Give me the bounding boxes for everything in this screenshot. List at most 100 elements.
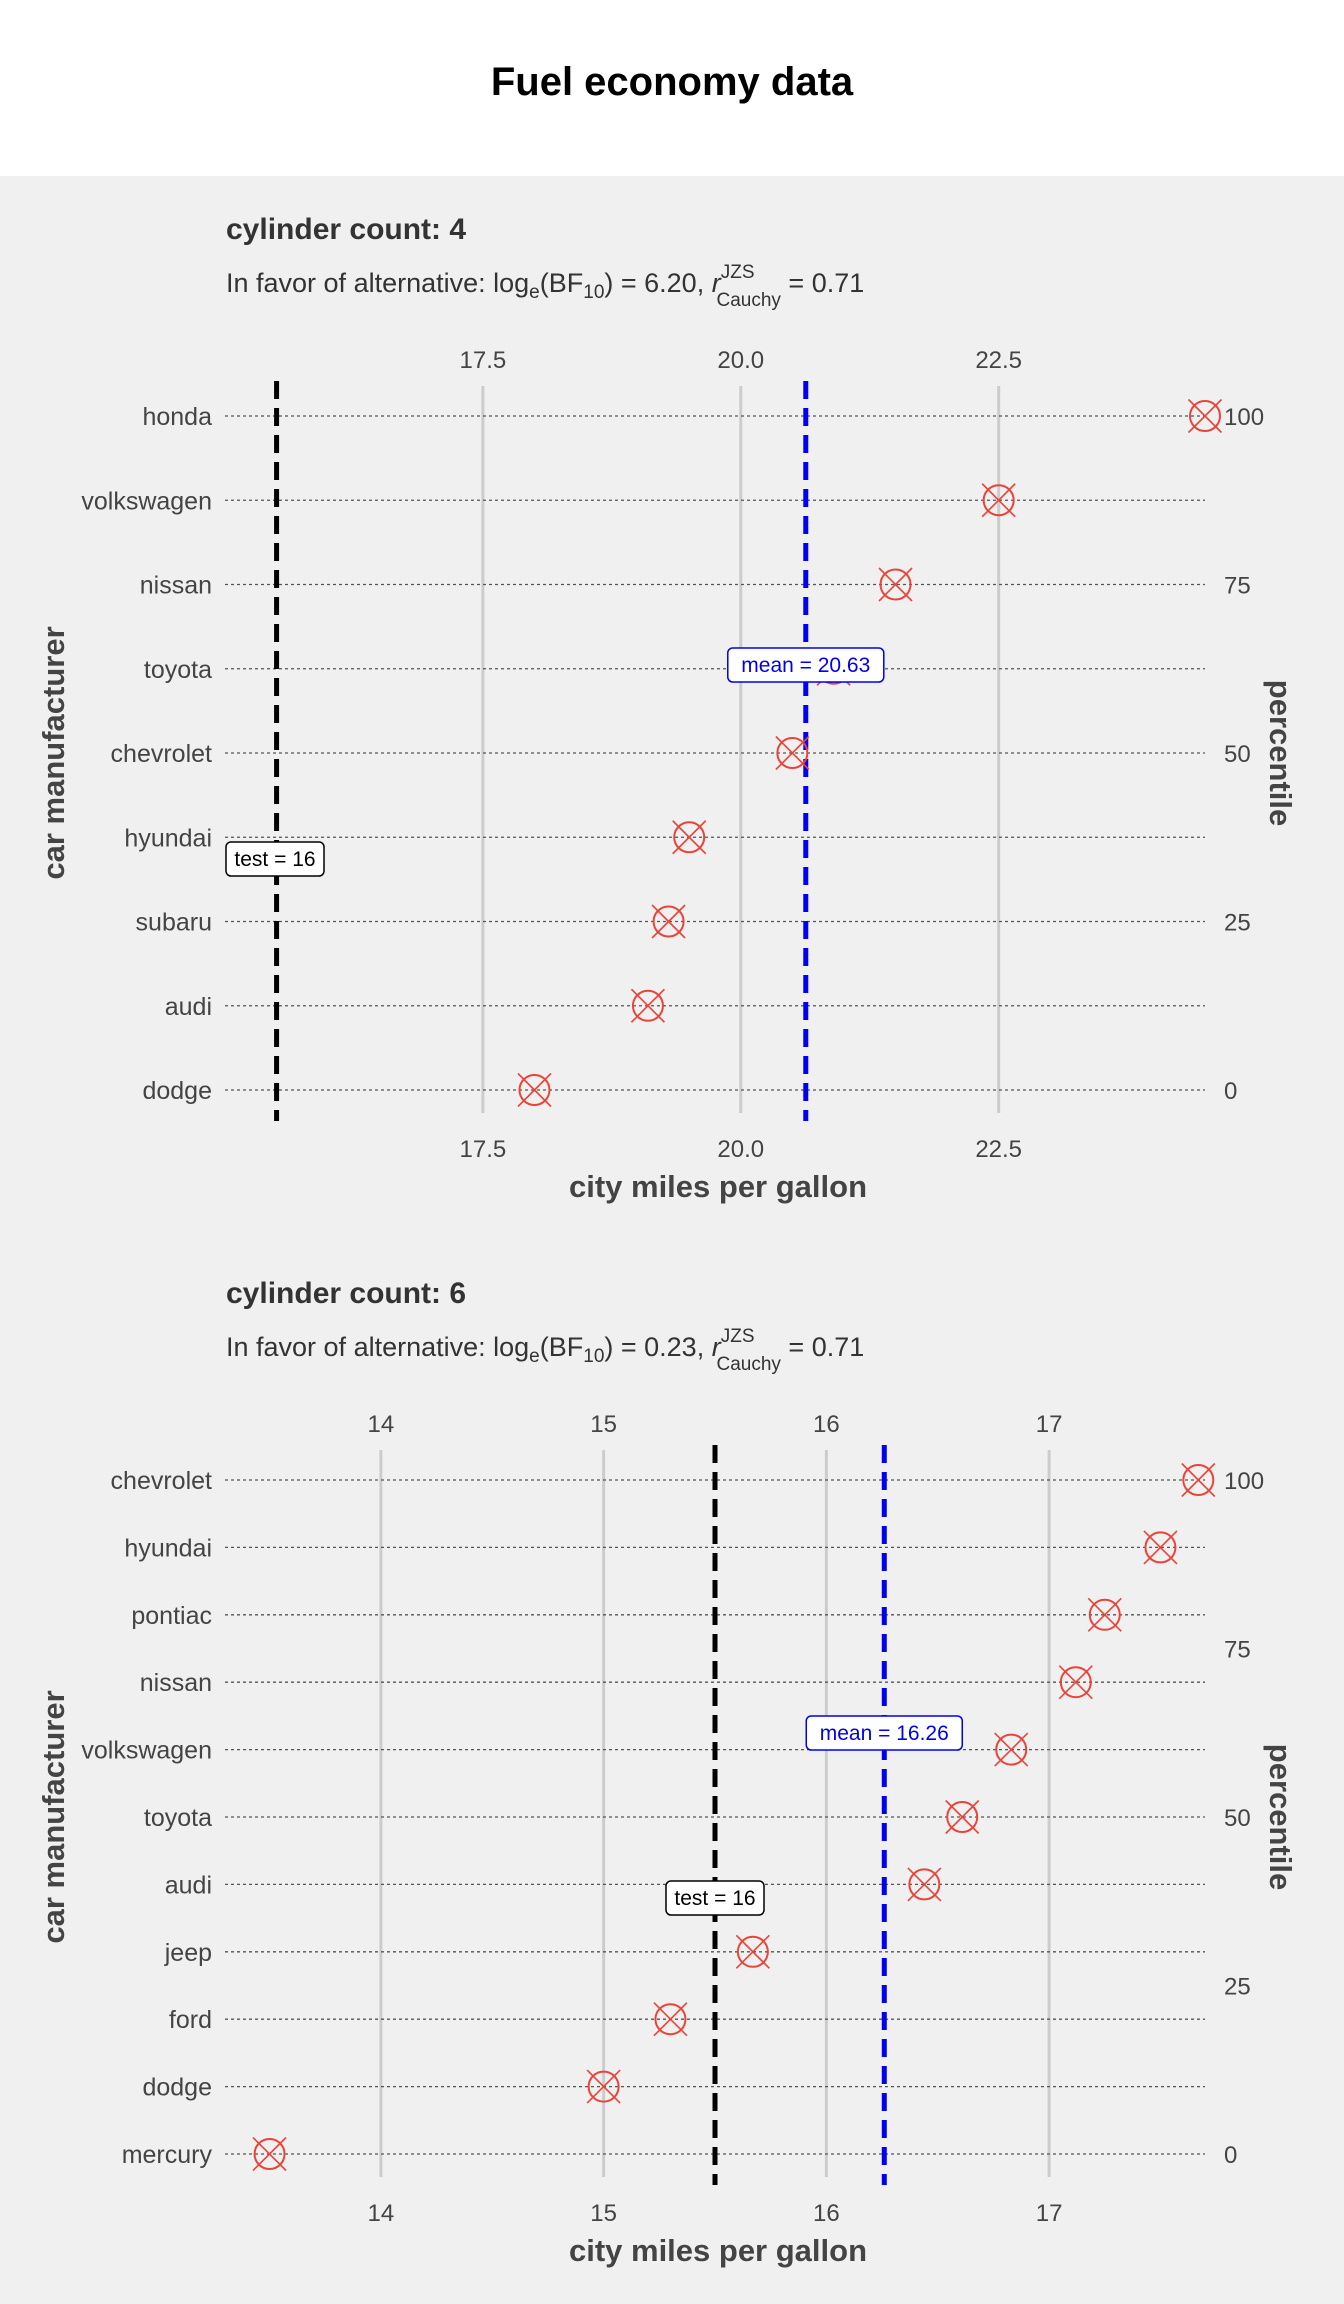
point-cross [672,820,707,855]
x-tick-label-top: 22.5 [975,347,1022,374]
point-cross [252,2136,287,2172]
test-label: test = 16 [665,1880,765,1916]
category-label: honda [142,403,212,431]
percentile-tick-label: 100 [1224,404,1264,431]
category-label: audi [165,993,212,1021]
data-point [945,1799,980,1835]
category-label: chevrolet [111,1467,212,1495]
point-circle [908,1868,941,1901]
point-cross [878,567,913,602]
x-tick-label-top: 20.0 [717,347,764,374]
category-label: dodge [142,2074,212,2102]
point-cross [517,1072,552,1108]
x-axis-title: city miles per gallon [569,2233,867,2268]
point-circle [631,989,664,1022]
point-circle [1182,1464,1215,1496]
point-cross [775,735,810,771]
y-axis-title-right: percentile [1263,1744,1298,1890]
percentile-tick-label: 25 [1224,910,1251,937]
data-point [672,820,707,855]
x-tick-label-bottom: 20.0 [717,1136,764,1163]
test-label-text: test = 16 [234,848,315,871]
data-point [994,1732,1029,1767]
point-circle [1144,1531,1177,1564]
point-circle [776,737,809,769]
percentile-tick-label: 0 [1224,2142,1237,2169]
percentile-tick-label: 50 [1224,1805,1251,1832]
point-cross [1187,398,1223,434]
point-cross [1087,1597,1122,1632]
x-tick-label-bottom: 17.5 [460,1136,507,1163]
percentile-tick-label: 25 [1224,1974,1251,2001]
data-point [981,483,1016,518]
point-circle [946,1801,979,1833]
page-title: Fuel economy data [490,60,854,104]
data-point [907,1867,942,1902]
category-label: hyundai [124,824,212,852]
data-point [1143,1530,1178,1565]
y-axis-title: car manufacturer [36,1690,71,1943]
point-cross [735,1934,770,1969]
data-point [517,1072,552,1108]
category-label: nissan [140,1669,212,1697]
point-cross [586,2069,621,2104]
percentile-tick-label: 50 [1224,741,1251,768]
mean-label-box [727,647,885,683]
x-tick-label-bottom: 16 [813,2200,840,2227]
category-label: nissan [140,572,212,600]
panel-subtitle: In favor of alternative: loge(BF10) = 6.… [226,262,864,311]
category-label: dodge [142,1077,212,1105]
percentile-tick-label: 75 [1224,573,1251,600]
x-axis-title: city miles per gallon [569,1169,867,1204]
mean-label-text: mean = 20.63 [741,654,870,677]
point-circle [1088,1598,1121,1631]
panel-title: cylinder count: 6 [226,1277,466,1310]
mean-label-box [805,1715,964,1751]
data-point [1058,1665,1093,1700]
mean-label-text: mean = 16.26 [820,1722,949,1745]
point-circle [652,905,685,938]
data-point [1181,1462,1216,1498]
x-tick-label-bottom: 15 [590,2200,617,2227]
category-label: jeep [164,1939,212,1967]
panel-cylinder-6: cylinder count: 6 In favor of alternative… [0,1240,1344,2304]
x-tick-label-top: 17 [1036,1411,1063,1438]
x-tick-label-top: 17.5 [460,347,507,374]
point-cross [945,1799,980,1835]
point-circle [253,2138,286,2170]
panel-subtitle: In favor of alternative: loge(BF10) = 0.… [226,1326,864,1375]
point-circle [673,821,706,854]
percentile-tick-label: 100 [1224,1468,1264,1495]
point-cross [907,1867,942,1902]
category-label: toyota [144,656,212,684]
category-label: chevrolet [111,740,212,768]
point-cross [651,904,686,939]
data-point [630,988,666,1023]
category-label: ford [169,2006,212,2034]
panel-title: cylinder count: 4 [226,213,466,246]
point-cross [1181,1462,1216,1498]
point-cross [994,1732,1029,1767]
point-circle [587,2070,620,2103]
test-label: test = 16 [225,841,325,877]
category-label: mercury [122,2141,213,2169]
category-label: pontiac [131,1602,212,1630]
data-point [651,904,686,939]
point-circle [995,1733,1028,1766]
percentile-tick-label: 75 [1224,1637,1251,1664]
data-point [252,2136,287,2172]
category-label: subaru [136,909,212,937]
data-point [653,2002,688,2037]
panel-cylinder-4: cylinder count: 4 In favor of alternative… [0,176,1344,1240]
category-label: volkswagen [81,1737,212,1765]
data-point [1187,398,1223,434]
percentile-tick-label: 0 [1224,1078,1237,1105]
point-circle [736,1935,769,1968]
point-cross [1143,1530,1178,1565]
y-axis-title-right: percentile [1263,680,1298,826]
category-label: hyundai [124,1534,212,1562]
point-circle [879,568,912,601]
point-cross [981,483,1016,518]
x-tick-label-top: 16 [813,1411,840,1438]
point-circle [982,484,1015,517]
